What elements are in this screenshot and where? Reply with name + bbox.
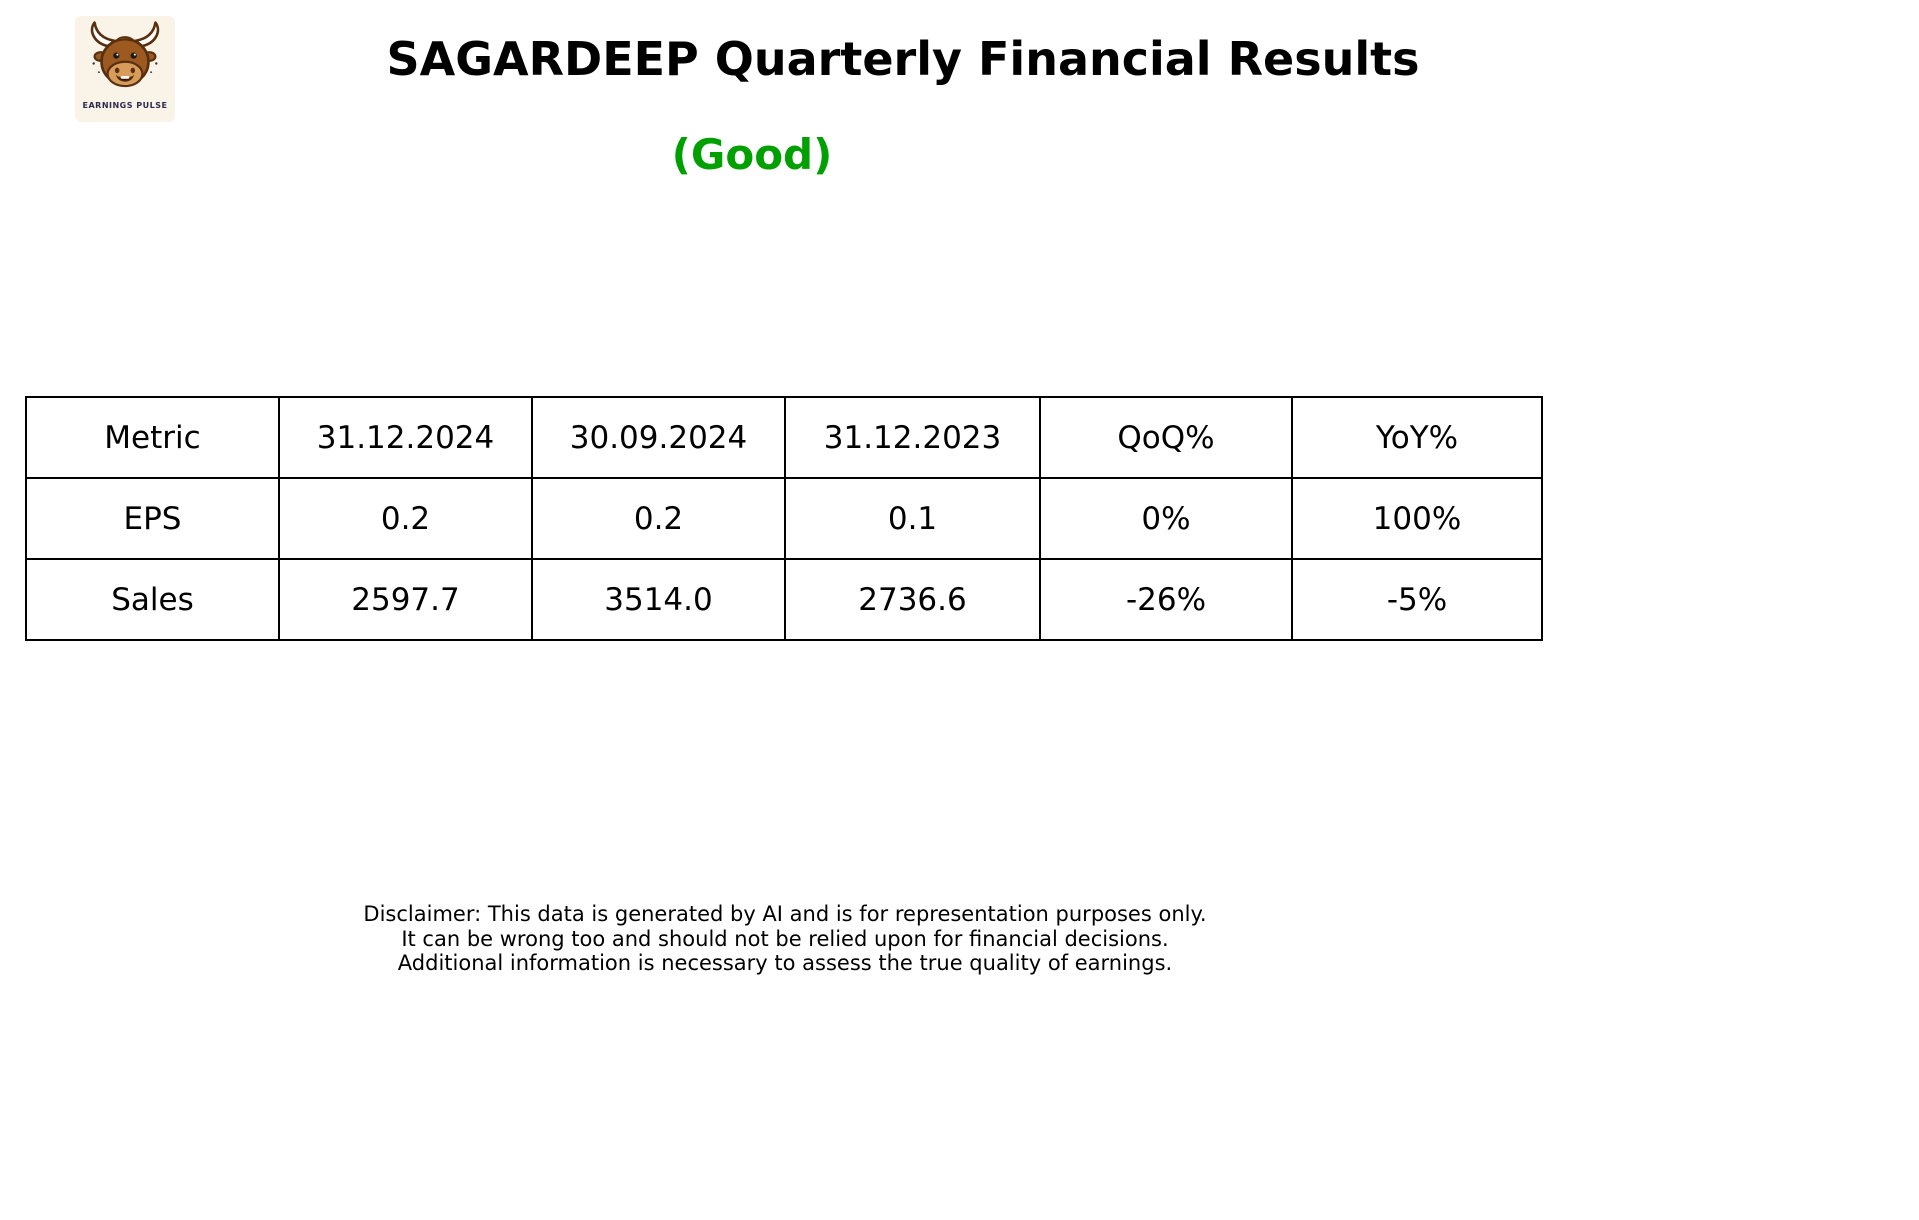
- cell-eps-q2: 0.2: [531, 477, 786, 560]
- cell-eps-metric: EPS: [25, 477, 280, 560]
- table-row-eps: EPS 0.2 0.2 0.1 0% 100%: [25, 477, 1543, 560]
- logo: EARNINGS PULSE: [75, 16, 175, 122]
- cell-eps-q1: 0.2: [278, 477, 533, 560]
- logo-caption: EARNINGS PULSE: [82, 101, 168, 110]
- cell-sales-qoq: -26%: [1039, 558, 1293, 641]
- bull-icon: [90, 21, 160, 88]
- cell-eps-qoq: 0%: [1039, 477, 1293, 560]
- column-header-yoy: YoY%: [1291, 396, 1543, 479]
- disclaimer-line: Additional information is necessary to a…: [397, 951, 1173, 975]
- column-header-qoq: QoQ%: [1039, 396, 1293, 479]
- table-header-row: Metric 31.12.2024 30.09.2024 31.12.2023 …: [25, 396, 1543, 479]
- page-title: SAGARDEEP Quarterly Financial Results: [386, 32, 1420, 86]
- cell-sales-q3: 2736.6: [784, 558, 1041, 641]
- column-header-metric: Metric: [25, 396, 280, 479]
- cell-sales-metric: Sales: [25, 558, 280, 641]
- column-header-date-3: 31.12.2023: [784, 396, 1041, 479]
- cell-sales-q2: 3514.0: [531, 558, 786, 641]
- column-header-date-1: 31.12.2024: [278, 396, 533, 479]
- cell-sales-q1: 2597.7: [278, 558, 533, 641]
- disclaimer: Disclaimer: This data is generated by AI…: [0, 902, 1570, 976]
- table-row-sales: Sales 2597.7 3514.0 2736.6 -26% -5%: [25, 558, 1543, 641]
- rating-label: (Good): [671, 130, 833, 179]
- cell-sales-yoy: -5%: [1291, 558, 1543, 641]
- disclaimer-line: It can be wrong too and should not be re…: [401, 926, 1169, 951]
- column-header-date-2: 30.09.2024: [531, 396, 786, 479]
- cell-eps-yoy: 100%: [1291, 477, 1543, 560]
- results-table: Metric 31.12.2024 30.09.2024 31.12.2023 …: [25, 396, 1543, 641]
- disclaimer-line: Disclaimer: This data is generated by AI…: [363, 902, 1207, 926]
- cell-eps-q3: 0.1: [784, 477, 1041, 560]
